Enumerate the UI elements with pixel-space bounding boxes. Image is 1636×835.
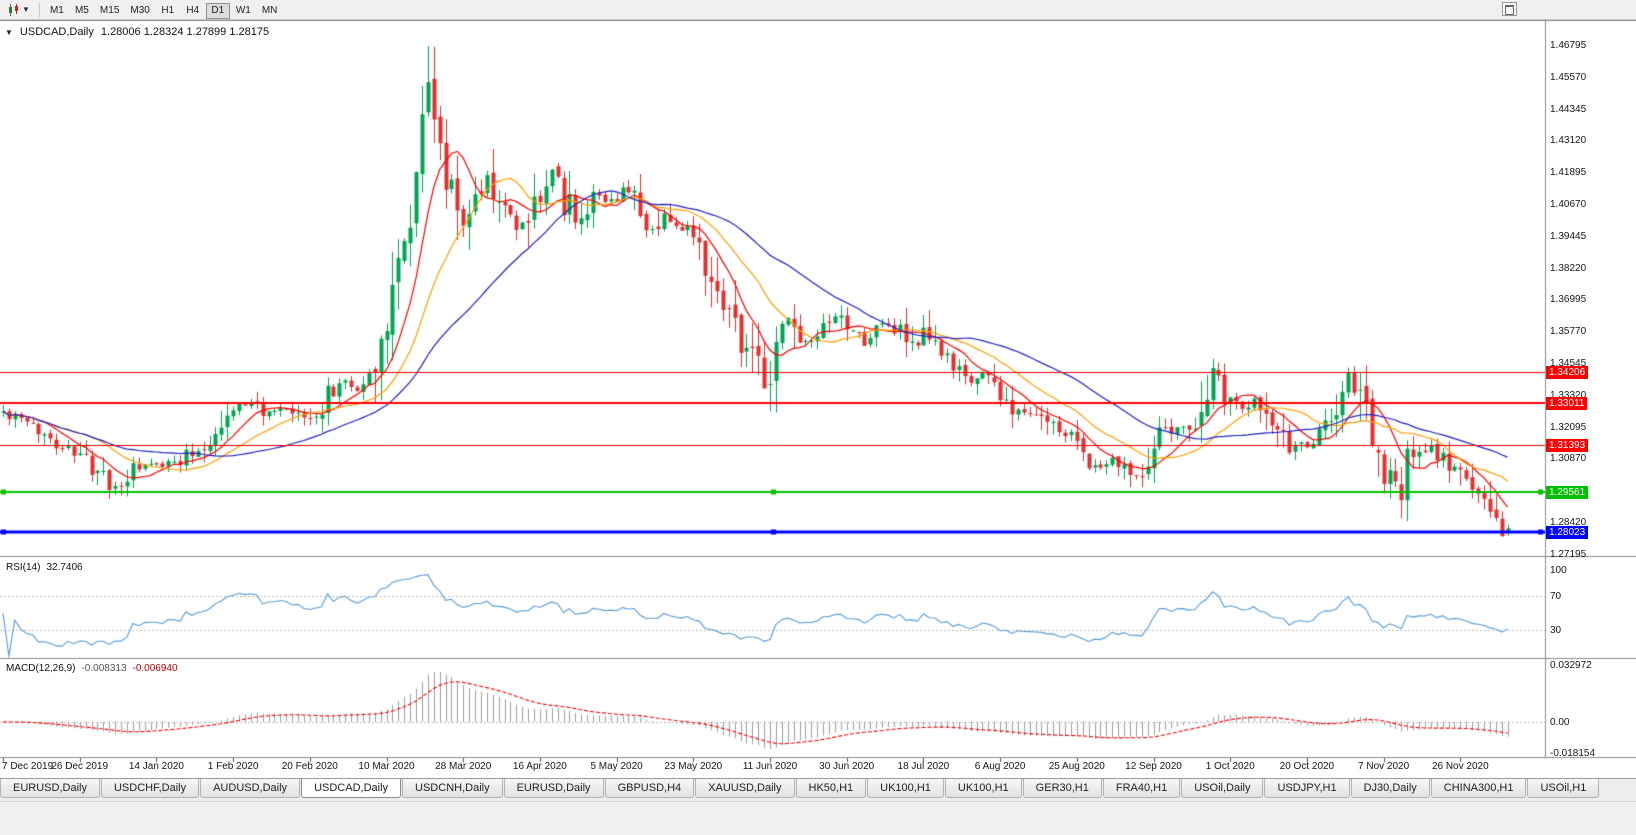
- date-label: 6 Aug 2020: [974, 761, 1026, 772]
- price-axis-label: 1.35770: [1550, 326, 1587, 338]
- price-axis-label: 1.41895: [1550, 167, 1587, 179]
- tab-uk100-h1[interactable]: UK100,H1: [867, 779, 944, 798]
- window-button[interactable]: [1502, 2, 1517, 16]
- tab-china300-h1[interactable]: CHINA300,H1: [1430, 779, 1527, 798]
- price-axis-label: 1.27195: [1550, 548, 1587, 560]
- timeframe-w1[interactable]: W1: [231, 3, 256, 19]
- timeframe-m5[interactable]: M5: [70, 3, 94, 19]
- hline-price-tag[interactable]: 1.28023: [1546, 526, 1589, 540]
- date-label: 26 Nov 2020: [1431, 761, 1489, 772]
- price-axis-label: 1.34545: [1550, 358, 1587, 370]
- date-label: 14 Jan 2020: [128, 761, 184, 772]
- macd-axis-label: 0.00: [1550, 716, 1570, 728]
- price-axis-label: 1.44345: [1550, 103, 1587, 115]
- date-label: 1 Oct 2020: [1205, 761, 1255, 772]
- tab-usoil-daily[interactable]: USOil,Daily: [1181, 779, 1264, 798]
- date-label: 7 Nov 2020: [1358, 761, 1410, 772]
- tab-fra40-h1[interactable]: FRA40,H1: [1102, 779, 1181, 798]
- tab-gbpusd-h4[interactable]: GBPUSD,H4: [604, 779, 695, 798]
- timeframe-m30[interactable]: M30: [125, 3, 154, 19]
- date-label: 7 Dec 2019: [2, 761, 54, 772]
- tab-ger30-h1[interactable]: GER30,H1: [1022, 779, 1102, 798]
- legend-ohlc: 1.28006 1.28324 1.27899 1.28175: [100, 26, 270, 38]
- tab-xauusd-daily[interactable]: XAUUSD,Daily: [695, 779, 795, 798]
- price-axis-label: 1.33320: [1550, 389, 1587, 401]
- rsi-axis-label: 70: [1550, 591, 1562, 602]
- timeframe-h4[interactable]: H4: [181, 3, 205, 19]
- price-axis-label: 1.36995: [1550, 294, 1587, 306]
- timeframe-mn[interactable]: MN: [257, 3, 283, 19]
- tab-eurusd-daily[interactable]: EURUSD,Daily: [0, 779, 100, 798]
- price-axis-label: 1.38220: [1550, 262, 1587, 274]
- tab-uk100-h1[interactable]: UK100,H1: [944, 779, 1022, 798]
- chart-legend: ▼ USDCAD,Daily 1.28006 1.28324 1.27899 1…: [5, 26, 269, 38]
- rsi-value: 32.7406: [46, 562, 83, 573]
- date-label: 1 Feb 2020: [207, 761, 259, 772]
- macd-name: MACD(12,26,9): [6, 663, 76, 674]
- macd-axis-label: -0.018154: [1550, 748, 1596, 760]
- toolbar-separator: [38, 2, 40, 17]
- date-label: 28 Mar 2020: [435, 761, 492, 772]
- price-axis-label: 1.39445: [1550, 230, 1587, 242]
- date-label: 20 Feb 2020: [281, 761, 338, 772]
- date-label: 5 May 2020: [590, 761, 643, 772]
- macd-label: MACD(12,26,9) -0.008313 -0.006940: [6, 663, 178, 674]
- date-label: 23 May 2020: [664, 761, 723, 772]
- chart-type-button[interactable]: ▼: [3, 1, 34, 18]
- date-label: 20 Oct 2020: [1279, 761, 1335, 772]
- date-label: 11 Jun 2020: [742, 761, 798, 772]
- macd-axis-label: 0.032972: [1550, 660, 1592, 672]
- candlestick-chart-icon: [9, 3, 18, 16]
- chevron-down-icon: ▼: [22, 4, 30, 14]
- date-label: 18 Jul 2020: [897, 761, 950, 772]
- date-label: 16 Apr 2020: [512, 761, 567, 772]
- timeframe-d1[interactable]: D1: [205, 2, 230, 19]
- rsi-name: RSI(14): [6, 562, 41, 573]
- chart-region: ▼ USDCAD,Daily 1.28006 1.28324 1.27899 1…: [0, 20, 1636, 778]
- one-click-trading-toggle[interactable]: ▼: [5, 27, 13, 37]
- timeframe-toolbar: ▼ M1 M5 M15 M30 H1 H4 D1 W1 MN: [0, 0, 1636, 20]
- date-label: 10 Mar 2020: [358, 761, 415, 772]
- tab-dj30-daily[interactable]: DJ30,Daily: [1350, 779, 1430, 798]
- price-axis-label: 1.46795: [1550, 40, 1587, 52]
- hline-price-tag[interactable]: 1.33011: [1546, 396, 1588, 410]
- tab-usdcnh-daily[interactable]: USDCNH,Daily: [402, 779, 503, 798]
- tab-eurusd-daily[interactable]: EURUSD,Daily: [503, 779, 604, 798]
- date-label: 25 Aug 2020: [1048, 761, 1105, 772]
- tab-usdchf-daily[interactable]: USDCHF,Daily: [100, 779, 200, 798]
- tab-hk50-h1[interactable]: HK50,H1: [795, 779, 867, 798]
- hline-price-tag[interactable]: 1.34206: [1546, 365, 1589, 379]
- timeframe-button-group: M1 M5 M15 M30 H1 H4 D1 W1 MN: [45, 0, 283, 19]
- tab-usdcad-daily[interactable]: USDCAD,Daily: [301, 779, 402, 798]
- hline-price-tag[interactable]: 1.29561: [1546, 486, 1589, 500]
- date-label: 30 Jun 2020: [819, 761, 875, 772]
- hline-price-tag[interactable]: 1.31393: [1546, 438, 1589, 452]
- window-icon: [1505, 5, 1514, 15]
- price-axis-label: 1.43120: [1550, 135, 1587, 147]
- tab-audusd-daily[interactable]: AUDUSD,Daily: [200, 779, 301, 798]
- rsi-label: RSI(14) 32.7406: [6, 562, 83, 573]
- macd-signal-value: -0.006940: [132, 663, 178, 674]
- timeframe-m15[interactable]: M15: [95, 3, 124, 19]
- date-label: 12 Sep 2020: [1125, 761, 1182, 772]
- macd-main-value: -0.008313: [81, 663, 127, 674]
- date-label: 26 Dec 2019: [51, 761, 109, 772]
- tab-usdjpy-h1[interactable]: USDJPY,H1: [1264, 779, 1350, 798]
- rsi-axis-label: 30: [1550, 625, 1562, 637]
- rsi-axis-label: 100: [1550, 565, 1567, 577]
- price-axis-label: 1.40670: [1550, 199, 1587, 211]
- price-axis-label: 1.45570: [1550, 71, 1587, 83]
- timeframe-h1[interactable]: H1: [156, 3, 180, 19]
- chart-tabs-bar: EURUSD,Daily USDCHF,Daily AUDUSD,Daily USDC…: [0, 778, 1636, 801]
- price-axis-label: 1.32095: [1550, 421, 1587, 433]
- tab-usoil-h1[interactable]: USOil,H1: [1527, 779, 1600, 798]
- timeframe-m1[interactable]: M1: [45, 3, 69, 19]
- price-chart-canvas[interactable]: [0, 20, 1636, 778]
- legend-symbol: USDCAD,Daily: [19, 26, 94, 38]
- status-strip: [0, 801, 1636, 835]
- price-axis-label: 1.30870: [1550, 453, 1587, 465]
- price-axis-label: 1.28420: [1550, 517, 1587, 529]
